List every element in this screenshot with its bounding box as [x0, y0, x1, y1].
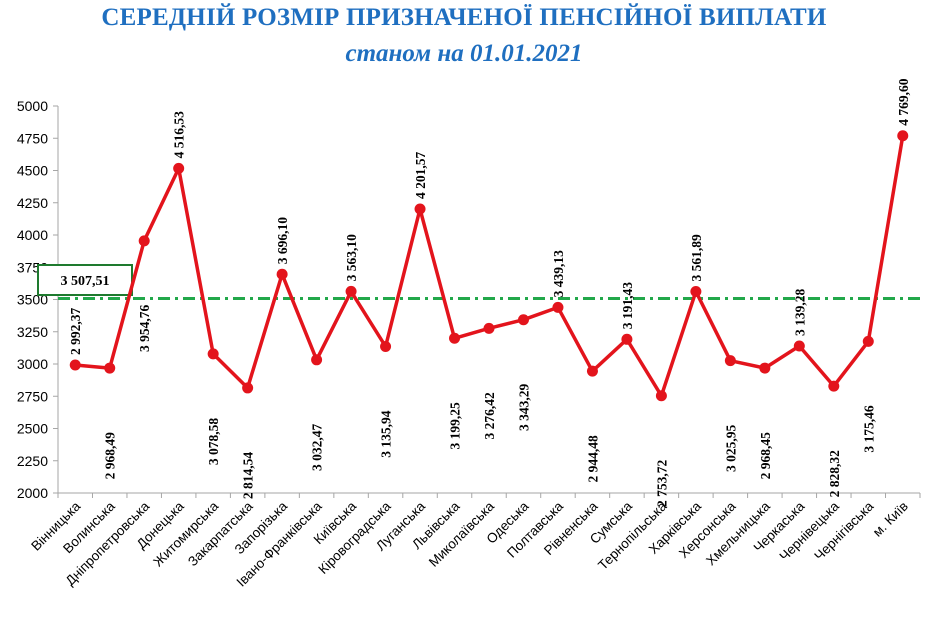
- data-label: 3 032,47: [310, 424, 325, 472]
- data-point: [690, 286, 702, 298]
- data-label: 3 696,10: [275, 217, 290, 265]
- data-point: [862, 335, 874, 347]
- y-tick-label: 3000: [17, 356, 48, 372]
- x-tick-label: м. Київ: [870, 499, 911, 540]
- average-label: 3 507,51: [61, 274, 110, 289]
- data-label: 3 199,25: [448, 402, 463, 450]
- y-tick-label: 4000: [17, 227, 48, 243]
- data-point: [69, 359, 81, 371]
- data-point: [621, 333, 633, 345]
- data-label: 3 954,76: [137, 305, 152, 353]
- data-point: [828, 380, 840, 392]
- data-point: [897, 130, 909, 142]
- data-point: [242, 382, 254, 394]
- data-label: 4 201,57: [413, 152, 428, 200]
- y-tick-label: 4750: [17, 130, 48, 146]
- series-group: [69, 130, 909, 402]
- data-label: 3 078,58: [206, 418, 221, 466]
- data-point: [655, 390, 667, 402]
- average-line-group: 3 507,51: [37, 264, 920, 301]
- data-point: [449, 332, 461, 344]
- y-tick-label: 2000: [17, 485, 48, 501]
- data-point: [173, 162, 185, 174]
- data-point: [380, 340, 392, 352]
- data-label: 2 944,48: [585, 435, 600, 483]
- data-point: [483, 322, 495, 334]
- data-point: [104, 362, 116, 374]
- data-label: 4 769,60: [896, 78, 911, 126]
- data-point: [724, 355, 736, 367]
- data-label: 3 139,28: [792, 289, 807, 337]
- data-point: [138, 235, 150, 247]
- y-tick-label: 2750: [17, 388, 48, 404]
- data-point: [552, 301, 564, 313]
- y-tick-label: 2500: [17, 421, 48, 437]
- data-point: [311, 354, 323, 366]
- chart-subtitle: станом на 01.01.2021: [345, 40, 583, 67]
- series-line: [75, 135, 905, 398]
- x-tick-labels: ВінницькаВолинськаДніпропетровськаДонець…: [28, 498, 911, 589]
- data-point: [793, 340, 805, 352]
- data-label: 3 135,94: [379, 410, 394, 458]
- data-point: [276, 268, 288, 280]
- data-label: 4 516,53: [172, 111, 187, 159]
- y-tick-label: 2250: [17, 453, 48, 469]
- data-point: [414, 203, 426, 215]
- data-label: 3 191,43: [620, 282, 635, 330]
- data-point: [517, 314, 529, 326]
- data-point: [345, 285, 357, 297]
- data-labels: 2 992,37 2 968,49 3 954,76 4 516,53 3 078,58…: [68, 78, 911, 507]
- data-label: 3 175,46: [861, 405, 876, 453]
- data-label: 2 828,32: [827, 450, 842, 498]
- data-label: 2 968,49: [103, 432, 118, 480]
- data-label: 3 343,29: [517, 383, 532, 431]
- data-label: 2 753,72: [654, 460, 669, 508]
- data-label: 3 439,13: [551, 250, 566, 298]
- chart-title: СЕРЕДНІЙ РОЗМІР ПРИЗНАЧЕНОЇ ПЕНСІЙНОЇ ВИ…: [101, 4, 827, 31]
- data-label: 3 276,42: [482, 392, 497, 440]
- y-tick-label: 4250: [17, 195, 48, 211]
- data-point: [586, 365, 598, 377]
- y-tick-label: 5000: [17, 98, 48, 114]
- data-label: 2 968,45: [758, 432, 773, 480]
- data-point: [759, 362, 771, 374]
- axes: 2000225025002750300032503500375040004250…: [17, 98, 921, 501]
- data-label: 2 992,37: [68, 308, 83, 356]
- data-label: 3 563,10: [344, 234, 359, 282]
- y-tick-label: 4500: [17, 163, 48, 179]
- data-label: 3 025,95: [723, 424, 738, 472]
- data-label: 2 814,54: [241, 452, 256, 500]
- data-label: 3 561,89: [689, 234, 704, 282]
- data-point: [207, 348, 219, 360]
- y-tick-label: 3250: [17, 324, 48, 340]
